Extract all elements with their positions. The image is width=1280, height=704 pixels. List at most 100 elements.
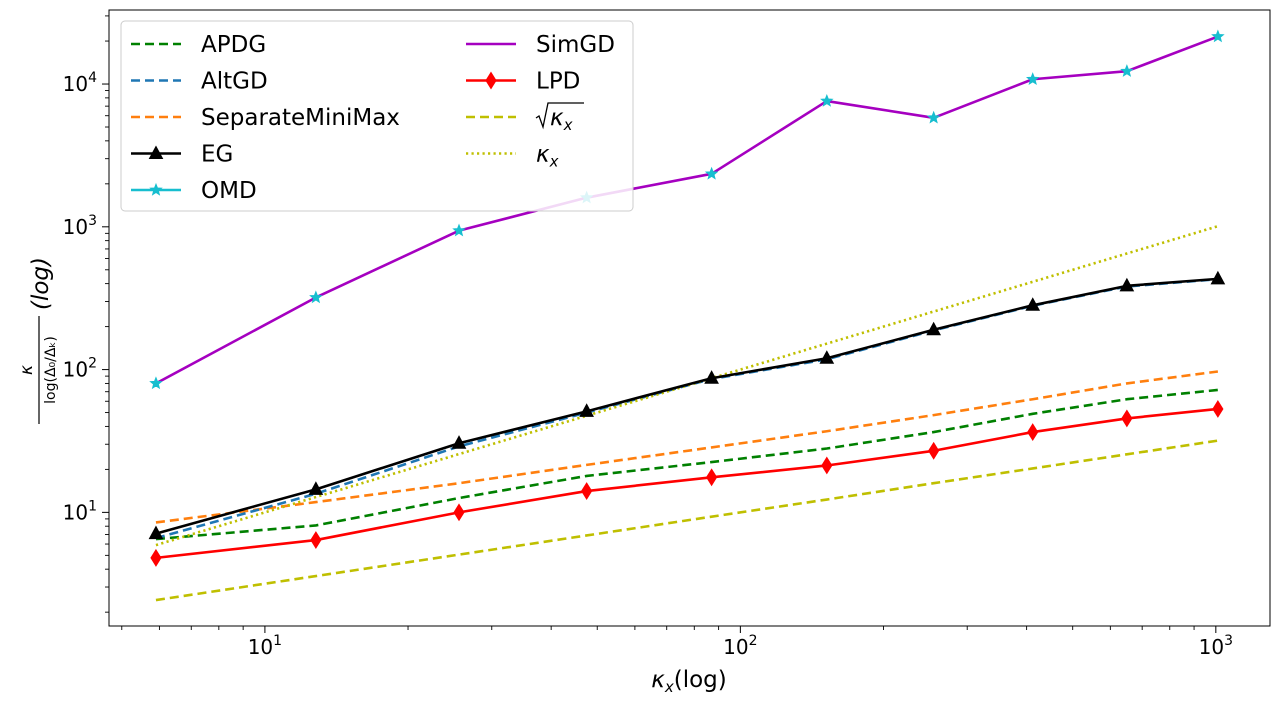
- legend-label-symbol: κ: [536, 142, 550, 168]
- series-6-point-1: [310, 531, 322, 549]
- legend-label: SeparateMiniMax: [201, 105, 400, 131]
- x-axis-label-subscript: x: [664, 678, 674, 696]
- y-tick-label-base: 10: [63, 215, 88, 239]
- series-4-point-4: [704, 166, 719, 180]
- legend-label: κx: [550, 105, 573, 134]
- series-0: [155, 388, 1219, 541]
- series-6-point-6: [928, 441, 940, 460]
- series-6-point-7: [1027, 423, 1039, 442]
- legend-entry-5: SimGD: [466, 32, 615, 58]
- legend-entry-7: κx: [466, 102, 584, 134]
- x-tick-label-0: 101: [248, 633, 282, 659]
- series-5: [155, 35, 1219, 385]
- legend-label: κx: [536, 142, 559, 171]
- legend-label: AltGD: [201, 69, 268, 95]
- series-3-point-6: [926, 321, 941, 336]
- legend-label: APDG: [201, 32, 266, 58]
- series-3-point-8: [1119, 277, 1135, 292]
- legend-swatch-marker: [148, 145, 164, 159]
- series-6-point-0: [150, 548, 162, 567]
- series-6-point-4: [706, 468, 718, 487]
- series-3-point-4: [704, 370, 719, 384]
- x-axis-label-suffix: (log): [674, 667, 727, 693]
- series-3-point-7: [1025, 297, 1041, 311]
- legend-sqrt-sign: [535, 102, 584, 130]
- x-tick-label-1: 102: [723, 633, 757, 659]
- series-4-point-6: [926, 110, 941, 124]
- y-tick-label-1: 102: [63, 356, 97, 382]
- legend-entry-3: EG: [131, 142, 233, 168]
- y-axis-label-denominator: log(Δ₀/Δₖ): [43, 336, 59, 404]
- legend-entry-0: APDG: [131, 32, 266, 58]
- series-3-point-0: [148, 525, 164, 540]
- series-6-point-3: [581, 482, 593, 501]
- legend-entry-2: SeparateMiniMax: [131, 105, 400, 131]
- x-tick-label-exponent: 3: [1224, 633, 1233, 649]
- legend-swatch-marker: [485, 71, 497, 90]
- series-6-point-2: [453, 503, 465, 522]
- y-tick-label-base: 10: [63, 358, 88, 382]
- series-2: [155, 370, 1219, 524]
- legend-label: SimGD: [536, 32, 615, 58]
- x-tick-label-exponent: 2: [749, 633, 758, 649]
- x-tick-label-exponent: 1: [273, 633, 282, 649]
- series-4-point-0: [149, 376, 163, 390]
- legend-label: EG: [201, 142, 233, 168]
- series-3: [148, 270, 1226, 540]
- y-axis-label-suffix: (log): [28, 257, 54, 310]
- series-4-point-2: [452, 223, 466, 237]
- y-tick-label-3: 104: [63, 70, 97, 96]
- series-4-point-1: [309, 290, 323, 304]
- series-3-line: [155, 277, 1218, 535]
- series-6-point-9: [1212, 400, 1224, 418]
- x-tick-label-base: 10: [723, 635, 748, 659]
- x-axis-label-symbol: κ: [651, 667, 665, 693]
- legend-label: LPD: [536, 69, 580, 95]
- y-tick-label-exponent: 3: [88, 213, 97, 229]
- legend-box: [120, 20, 634, 212]
- series-4: [149, 29, 1225, 390]
- series-layer: [148, 29, 1226, 602]
- series-4-point-9: [1211, 29, 1225, 43]
- series-4-point-5: [820, 93, 834, 107]
- legend: APDGAltGDSeparateMiniMaxEGOMDSimGDLPDκxκ…: [120, 20, 634, 212]
- y-tick-label-exponent: 1: [88, 498, 97, 514]
- series-6-point-5: [821, 456, 833, 475]
- series-6-point-8: [1121, 409, 1133, 428]
- x-tick-label-base: 10: [1199, 635, 1224, 659]
- y-tick-label-2: 103: [63, 213, 97, 239]
- legend-label-symbol: κ: [550, 105, 564, 131]
- series-8-line: [155, 224, 1219, 547]
- series-7: [155, 439, 1219, 602]
- series-5-line: [155, 35, 1219, 385]
- y-tick-label-exponent: 2: [88, 356, 97, 372]
- series-2-line: [155, 370, 1219, 524]
- series-7-line: [155, 439, 1219, 602]
- y-axis-label-numerator: κ: [17, 365, 37, 375]
- series-3-point-9: [1210, 270, 1226, 285]
- y-tick-label-0: 101: [63, 498, 97, 524]
- y-tick-label-base: 10: [63, 72, 88, 96]
- y-tick-label-base: 10: [63, 500, 88, 524]
- y-axis-label: κ log(Δ₀/Δₖ) (log): [17, 257, 59, 424]
- series-3-point-1: [308, 481, 324, 495]
- legend-swatch-marker: [149, 182, 163, 196]
- series-6: [150, 400, 1224, 567]
- x-tick-label-base: 10: [248, 635, 273, 659]
- x-tick-label-2: 103: [1199, 633, 1233, 659]
- legend-entry-6: LPD: [466, 69, 580, 95]
- series-3-point-5: [819, 350, 835, 364]
- legend-entry-4: OMD: [131, 178, 257, 204]
- series-3-point-3: [579, 403, 594, 417]
- legend-entry-1: AltGD: [131, 69, 268, 95]
- series-0-line: [155, 388, 1219, 541]
- series-6-line: [155, 407, 1219, 560]
- plot-frame: [108, 9, 1271, 627]
- legend-label: OMD: [201, 178, 257, 204]
- y-tick-label-exponent: 4: [88, 70, 97, 86]
- series-3-point-2: [451, 435, 467, 449]
- legend-label-subscript: x: [563, 116, 573, 134]
- x-axis-label: κx(log): [651, 667, 726, 696]
